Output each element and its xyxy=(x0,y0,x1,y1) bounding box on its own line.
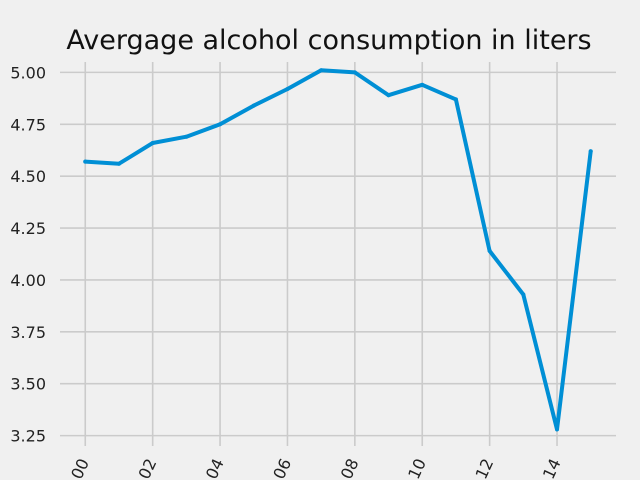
y-tick-label: 5.00 xyxy=(10,63,46,82)
series-line xyxy=(83,68,593,432)
data-point xyxy=(285,86,290,91)
data-point xyxy=(555,427,560,432)
data-point xyxy=(150,140,155,145)
data-point xyxy=(521,292,526,297)
data-point xyxy=(487,248,492,253)
data-point xyxy=(218,122,223,127)
x-tick-label: 10 xyxy=(404,456,430,480)
data-point xyxy=(319,68,324,73)
data-point xyxy=(386,93,391,98)
y-tick-label: 3.50 xyxy=(10,375,46,394)
x-tick-label: 02 xyxy=(135,456,161,480)
x-tick-label: 14 xyxy=(539,456,565,480)
x-tick-label: 00 xyxy=(67,456,93,480)
y-tick-label: 4.25 xyxy=(10,219,46,238)
data-point xyxy=(420,82,425,87)
y-tick-label: 4.50 xyxy=(10,167,46,186)
grid-lines xyxy=(60,62,616,446)
data-points xyxy=(83,68,593,432)
y-tick-label: 3.75 xyxy=(10,323,46,342)
y-tick-label: 4.00 xyxy=(10,271,46,290)
data-point xyxy=(588,149,593,154)
data-point xyxy=(83,159,88,164)
x-tick-label: 04 xyxy=(202,456,228,480)
chart-title: Avergage alcohol consumption in liters xyxy=(66,25,591,56)
data-point xyxy=(251,103,256,108)
x-tick-label: 06 xyxy=(269,456,295,480)
data-point xyxy=(352,70,357,75)
x-tick-label: 08 xyxy=(337,456,363,480)
x-tick-label: 12 xyxy=(472,456,498,480)
data-point xyxy=(184,134,189,139)
y-tick-label: 3.25 xyxy=(10,427,46,446)
data-point xyxy=(116,161,121,166)
y-tick-label: 4.75 xyxy=(10,115,46,134)
data-point xyxy=(453,97,458,102)
y-axis-ticks: 3.25 3.50 3.75 4.00 4.25 4.50 4.75 5.00 xyxy=(10,63,46,445)
x-axis-ticks: 00 02 04 06 08 10 12 14 xyxy=(67,456,565,480)
